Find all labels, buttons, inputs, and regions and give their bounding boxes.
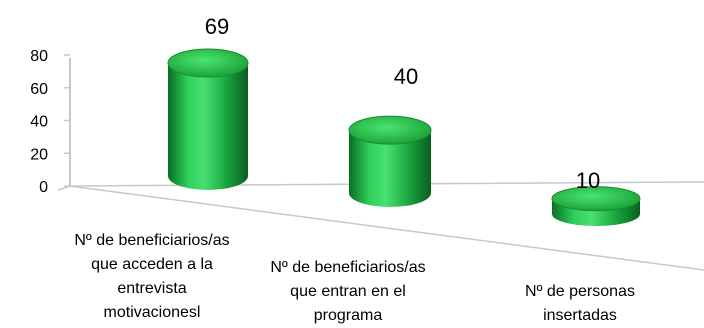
data-label: 10 [576,168,600,193]
y-tick-label: 60 [30,81,48,98]
data-label: 40 [394,64,418,89]
bar-top [348,115,432,145]
y-tick-label: 0 [39,179,48,196]
bar-body [349,130,431,207]
bar-cylinder [348,115,432,207]
category-label: Nº de personas insertadas [525,283,635,324]
bar-cylinder [167,48,249,191]
bar-top [551,186,641,212]
bar-cylinder [551,186,641,226]
data-label: 69 [205,14,229,39]
bar-top [167,48,249,78]
category-label: Nº de beneficiarios/as que acceden a la … [74,232,230,321]
y-tick-label: 20 [30,146,48,163]
category-label: Nº de beneficiarios/as que entran en el … [270,259,426,324]
floor-front-line [69,185,704,271]
y-tick-label: 40 [30,114,48,131]
bar-body [168,63,248,191]
y-tick-label: 80 [30,48,48,65]
